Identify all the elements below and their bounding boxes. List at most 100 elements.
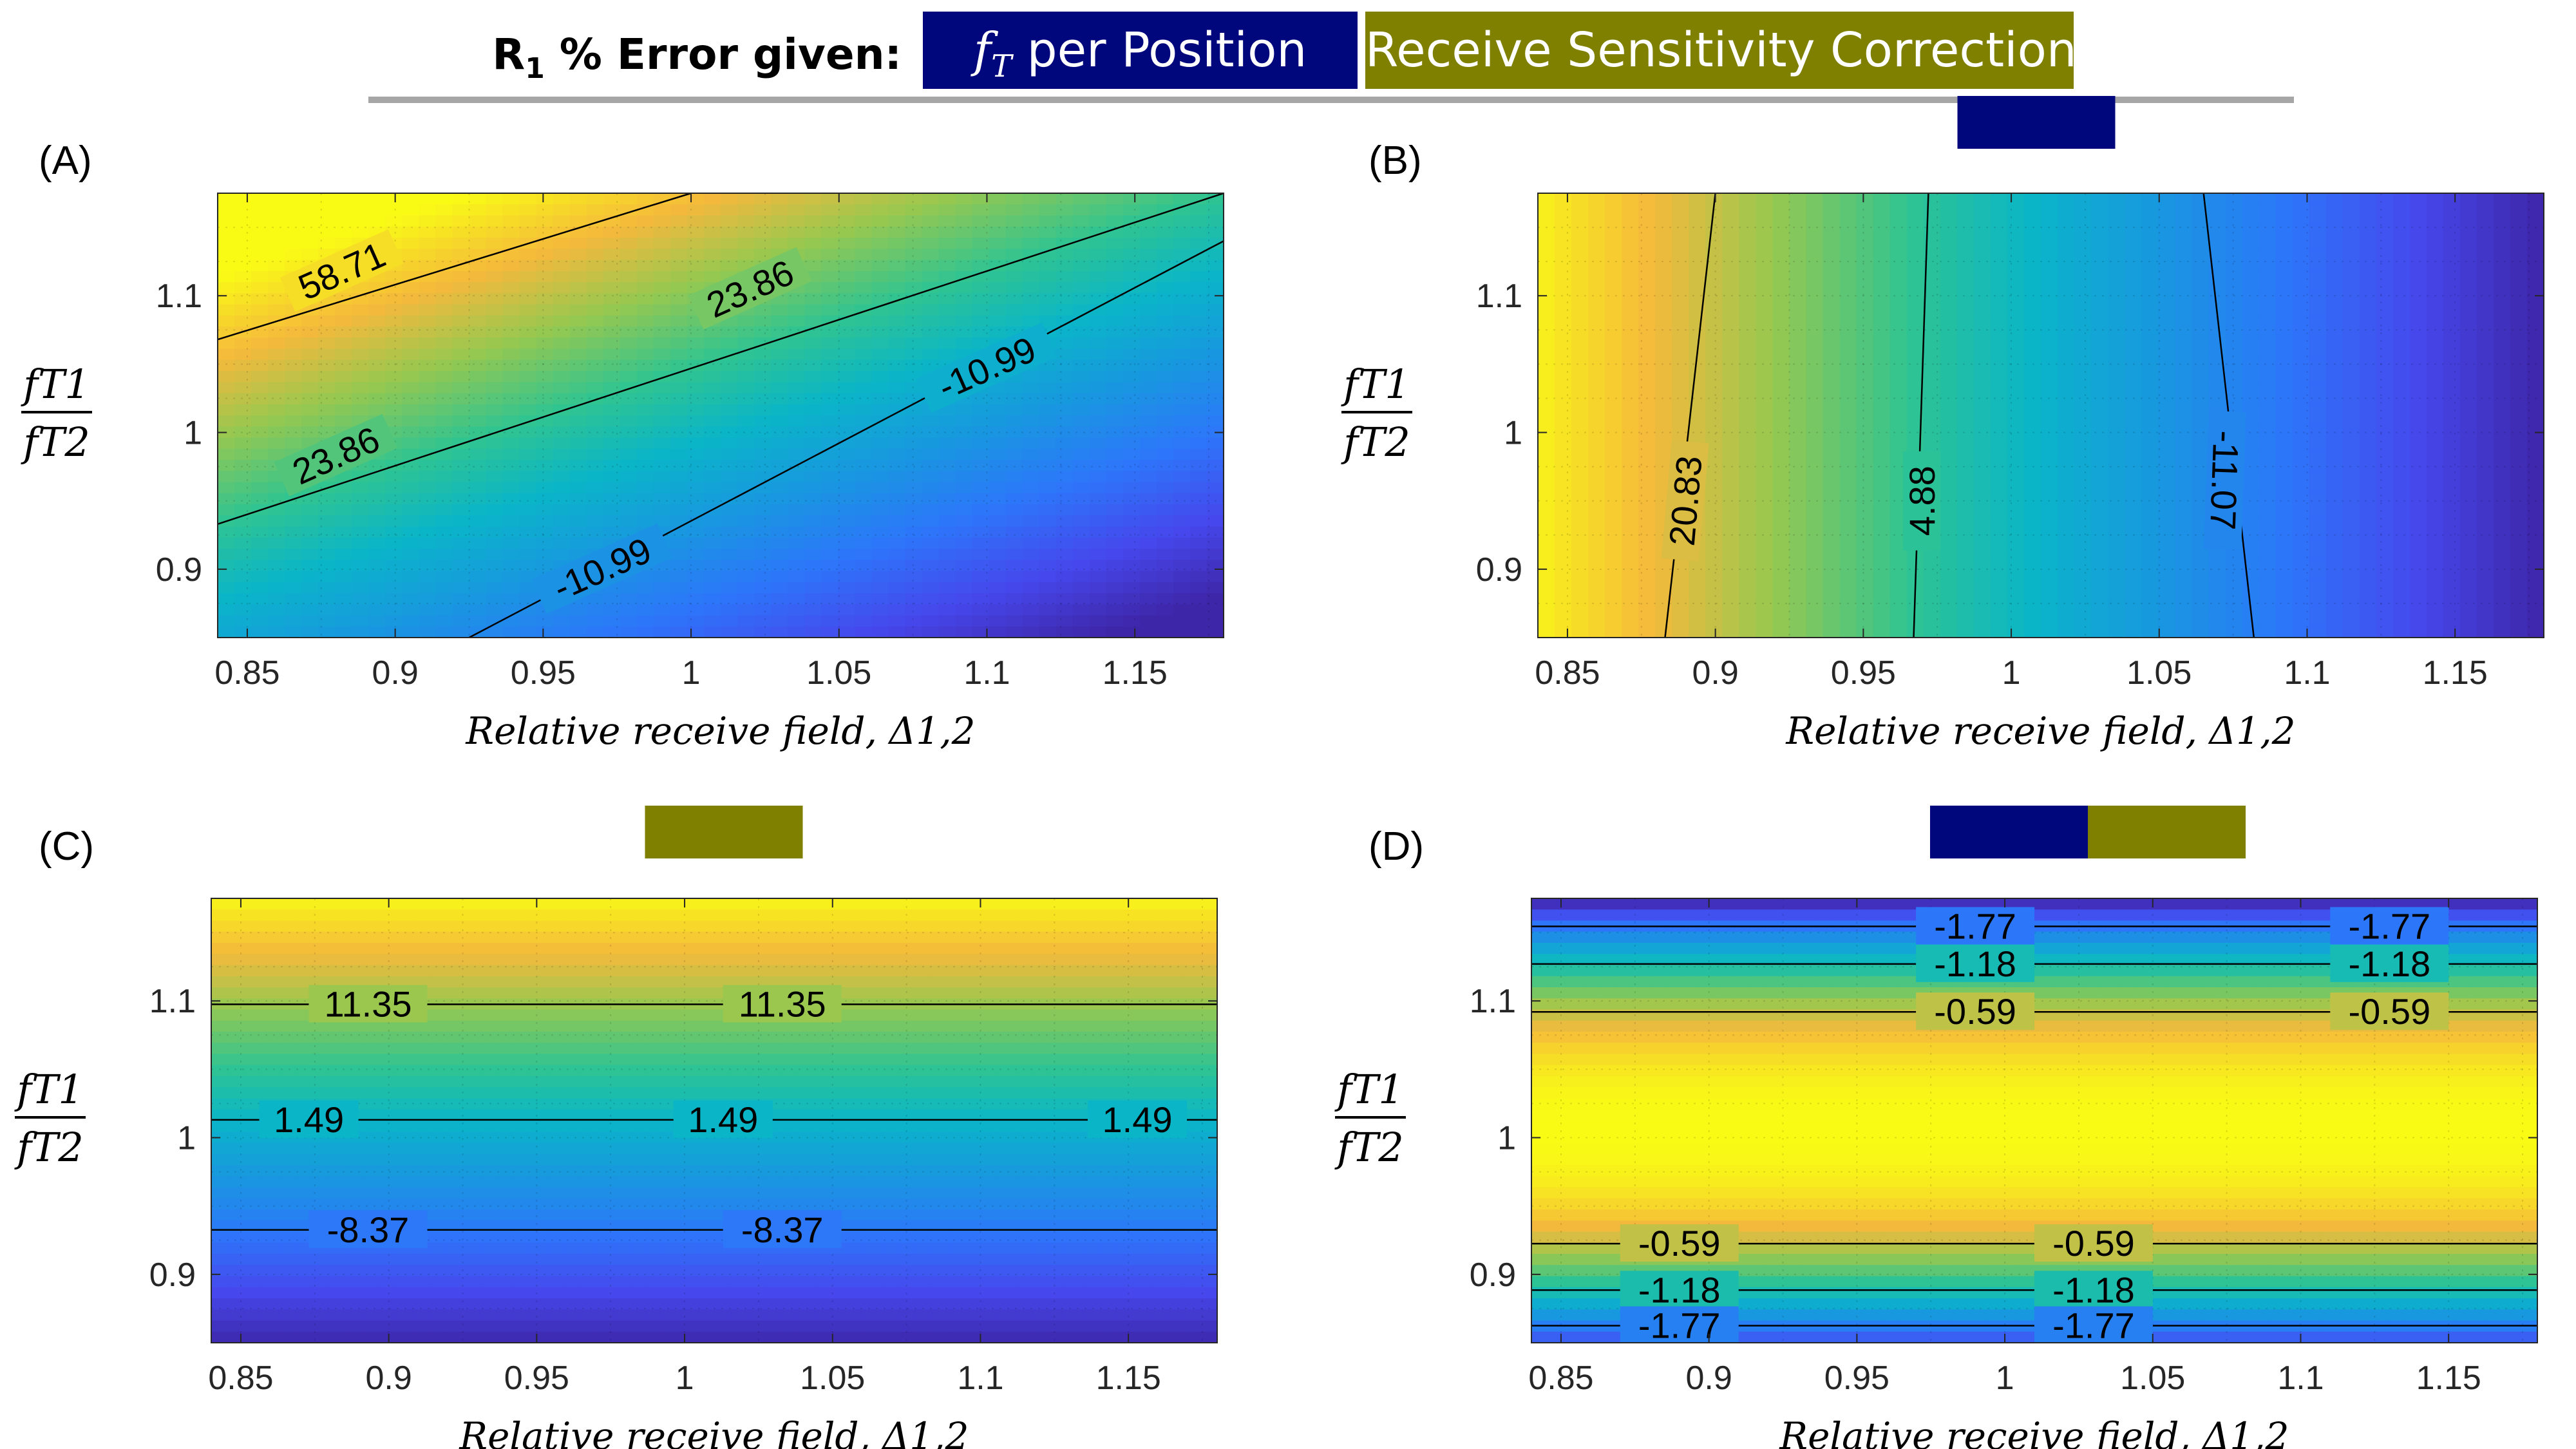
heatmap-cell <box>2125 560 2142 572</box>
heatmap-cell <box>2074 460 2092 472</box>
heatmap-cell <box>1173 270 1191 283</box>
heatmap-cell <box>2493 371 2511 383</box>
heatmap-cell <box>620 482 638 494</box>
heatmap-cell <box>1089 393 1107 405</box>
heatmap-cell <box>368 504 386 516</box>
heatmap-cell <box>469 571 487 583</box>
heatmap-cell <box>486 238 504 250</box>
heatmap-cell <box>318 504 336 516</box>
heatmap-cell <box>1739 448 1757 460</box>
heatmap-cell <box>2526 593 2544 605</box>
heatmap-cell <box>251 448 269 460</box>
heatmap-cell <box>1189 448 1208 460</box>
heatmap-cell <box>2007 404 2025 416</box>
heatmap-cell <box>569 471 587 483</box>
heatmap-cell <box>519 215 537 227</box>
heatmap-cell <box>2007 393 2025 405</box>
heatmap-cell <box>452 348 470 361</box>
heatmap-cell <box>502 471 520 483</box>
heatmap-cell <box>1538 615 1555 627</box>
heatmap-cell <box>419 238 437 250</box>
heatmap-cell <box>1689 193 1707 205</box>
heatmap-cell <box>502 504 520 516</box>
y-tick-label: 0.9 <box>1476 551 1522 589</box>
heatmap-cell <box>603 448 621 460</box>
heatmap-cell <box>2426 315 2444 327</box>
heatmap-cell <box>502 582 520 594</box>
heatmap-cell <box>855 593 873 605</box>
heatmap-cell <box>2208 393 2226 405</box>
heatmap-cell <box>368 460 386 472</box>
heatmap-cell <box>905 404 923 416</box>
heatmap-cell <box>1156 437 1174 450</box>
heatmap-cell <box>2007 215 2025 227</box>
heatmap-cell <box>519 282 537 294</box>
heatmap-cell <box>318 515 336 527</box>
heatmap-cell <box>1756 327 1774 339</box>
heatmap-cell <box>2443 359 2461 372</box>
heatmap-cell <box>1056 215 1074 227</box>
heatmap-cell <box>218 382 235 394</box>
heatmap-cell <box>2175 604 2193 616</box>
heatmap-cell <box>1106 593 1124 605</box>
heatmap-cell <box>285 249 302 261</box>
heatmap-cell <box>251 315 269 327</box>
heatmap-cell <box>1873 293 1891 305</box>
heatmap-cell <box>636 493 654 505</box>
heatmap-cell <box>905 193 923 205</box>
heatmap-cell <box>703 238 721 250</box>
heatmap-cell <box>2275 482 2293 494</box>
heatmap-cell <box>804 604 822 616</box>
heatmap-cell <box>1039 448 1057 460</box>
heatmap-cell <box>737 626 755 638</box>
heatmap-cell <box>1555 437 1572 450</box>
heatmap-cell <box>1638 260 1656 272</box>
heatmap-cell <box>2409 382 2427 394</box>
heatmap-cell <box>938 426 956 439</box>
heatmap-cell <box>687 571 705 583</box>
heatmap-cell <box>1990 359 2008 372</box>
heatmap-cell <box>402 348 420 361</box>
heatmap-cell <box>469 348 487 361</box>
heatmap-cell <box>352 327 370 339</box>
heatmap-cell <box>1973 604 1991 616</box>
heatmap-cell <box>2023 482 2041 494</box>
heatmap-cell <box>2459 615 2477 627</box>
heatmap-cell <box>1206 327 1224 339</box>
heatmap-cell <box>435 460 453 472</box>
heatmap-cell <box>989 238 1007 250</box>
heatmap-cell <box>2493 460 2511 472</box>
heatmap-cell <box>1189 537 1208 549</box>
heatmap-cell <box>1789 215 1807 227</box>
heatmap-cell <box>721 415 738 428</box>
heatmap-cell <box>2526 471 2544 483</box>
heatmap-cell <box>1655 371 1673 383</box>
heatmap-cell <box>1189 582 1208 594</box>
heatmap-cell <box>251 293 269 305</box>
heatmap-cell <box>2259 448 2277 460</box>
heatmap-cell <box>737 526 755 538</box>
heatmap-cell <box>788 515 805 527</box>
heatmap-cell <box>1106 315 1124 327</box>
heatmap-cell <box>2259 582 2277 594</box>
heatmap-cell <box>1638 537 1656 549</box>
heatmap-cell <box>586 426 604 439</box>
heatmap-cell <box>838 460 856 472</box>
heatmap-cell <box>2007 593 2025 605</box>
heatmap-cell <box>2192 327 2210 339</box>
heatmap-cell <box>2175 560 2193 572</box>
heatmap-cell <box>502 348 520 361</box>
heatmap-cell <box>1056 460 1074 472</box>
heatmap-cell <box>285 359 302 372</box>
heatmap-cell <box>1839 315 1857 327</box>
heatmap-cell <box>502 560 520 572</box>
heatmap-cell <box>502 215 520 227</box>
heatmap-cell <box>2208 571 2226 583</box>
heatmap-cell <box>2091 215 2108 227</box>
heatmap-cell <box>2309 238 2327 250</box>
heatmap-cell <box>955 537 973 549</box>
heatmap-cell <box>2023 626 2041 638</box>
heatmap-cell <box>1873 549 1891 561</box>
heatmap-cell <box>1856 238 1874 250</box>
heatmap-cell <box>721 471 738 483</box>
